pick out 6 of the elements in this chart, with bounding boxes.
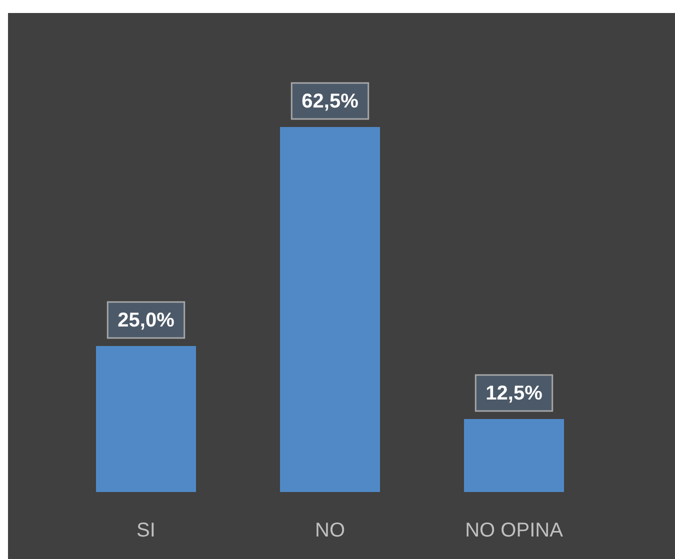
x-tick-label: NO (315, 520, 345, 542)
x-tick-label: NO OPINA (465, 520, 564, 542)
x-tick-label: SI (136, 520, 156, 542)
data-label: 62,5% (302, 90, 359, 113)
data-label: 25,0% (118, 310, 175, 332)
data-label: 12,5% (486, 382, 543, 405)
